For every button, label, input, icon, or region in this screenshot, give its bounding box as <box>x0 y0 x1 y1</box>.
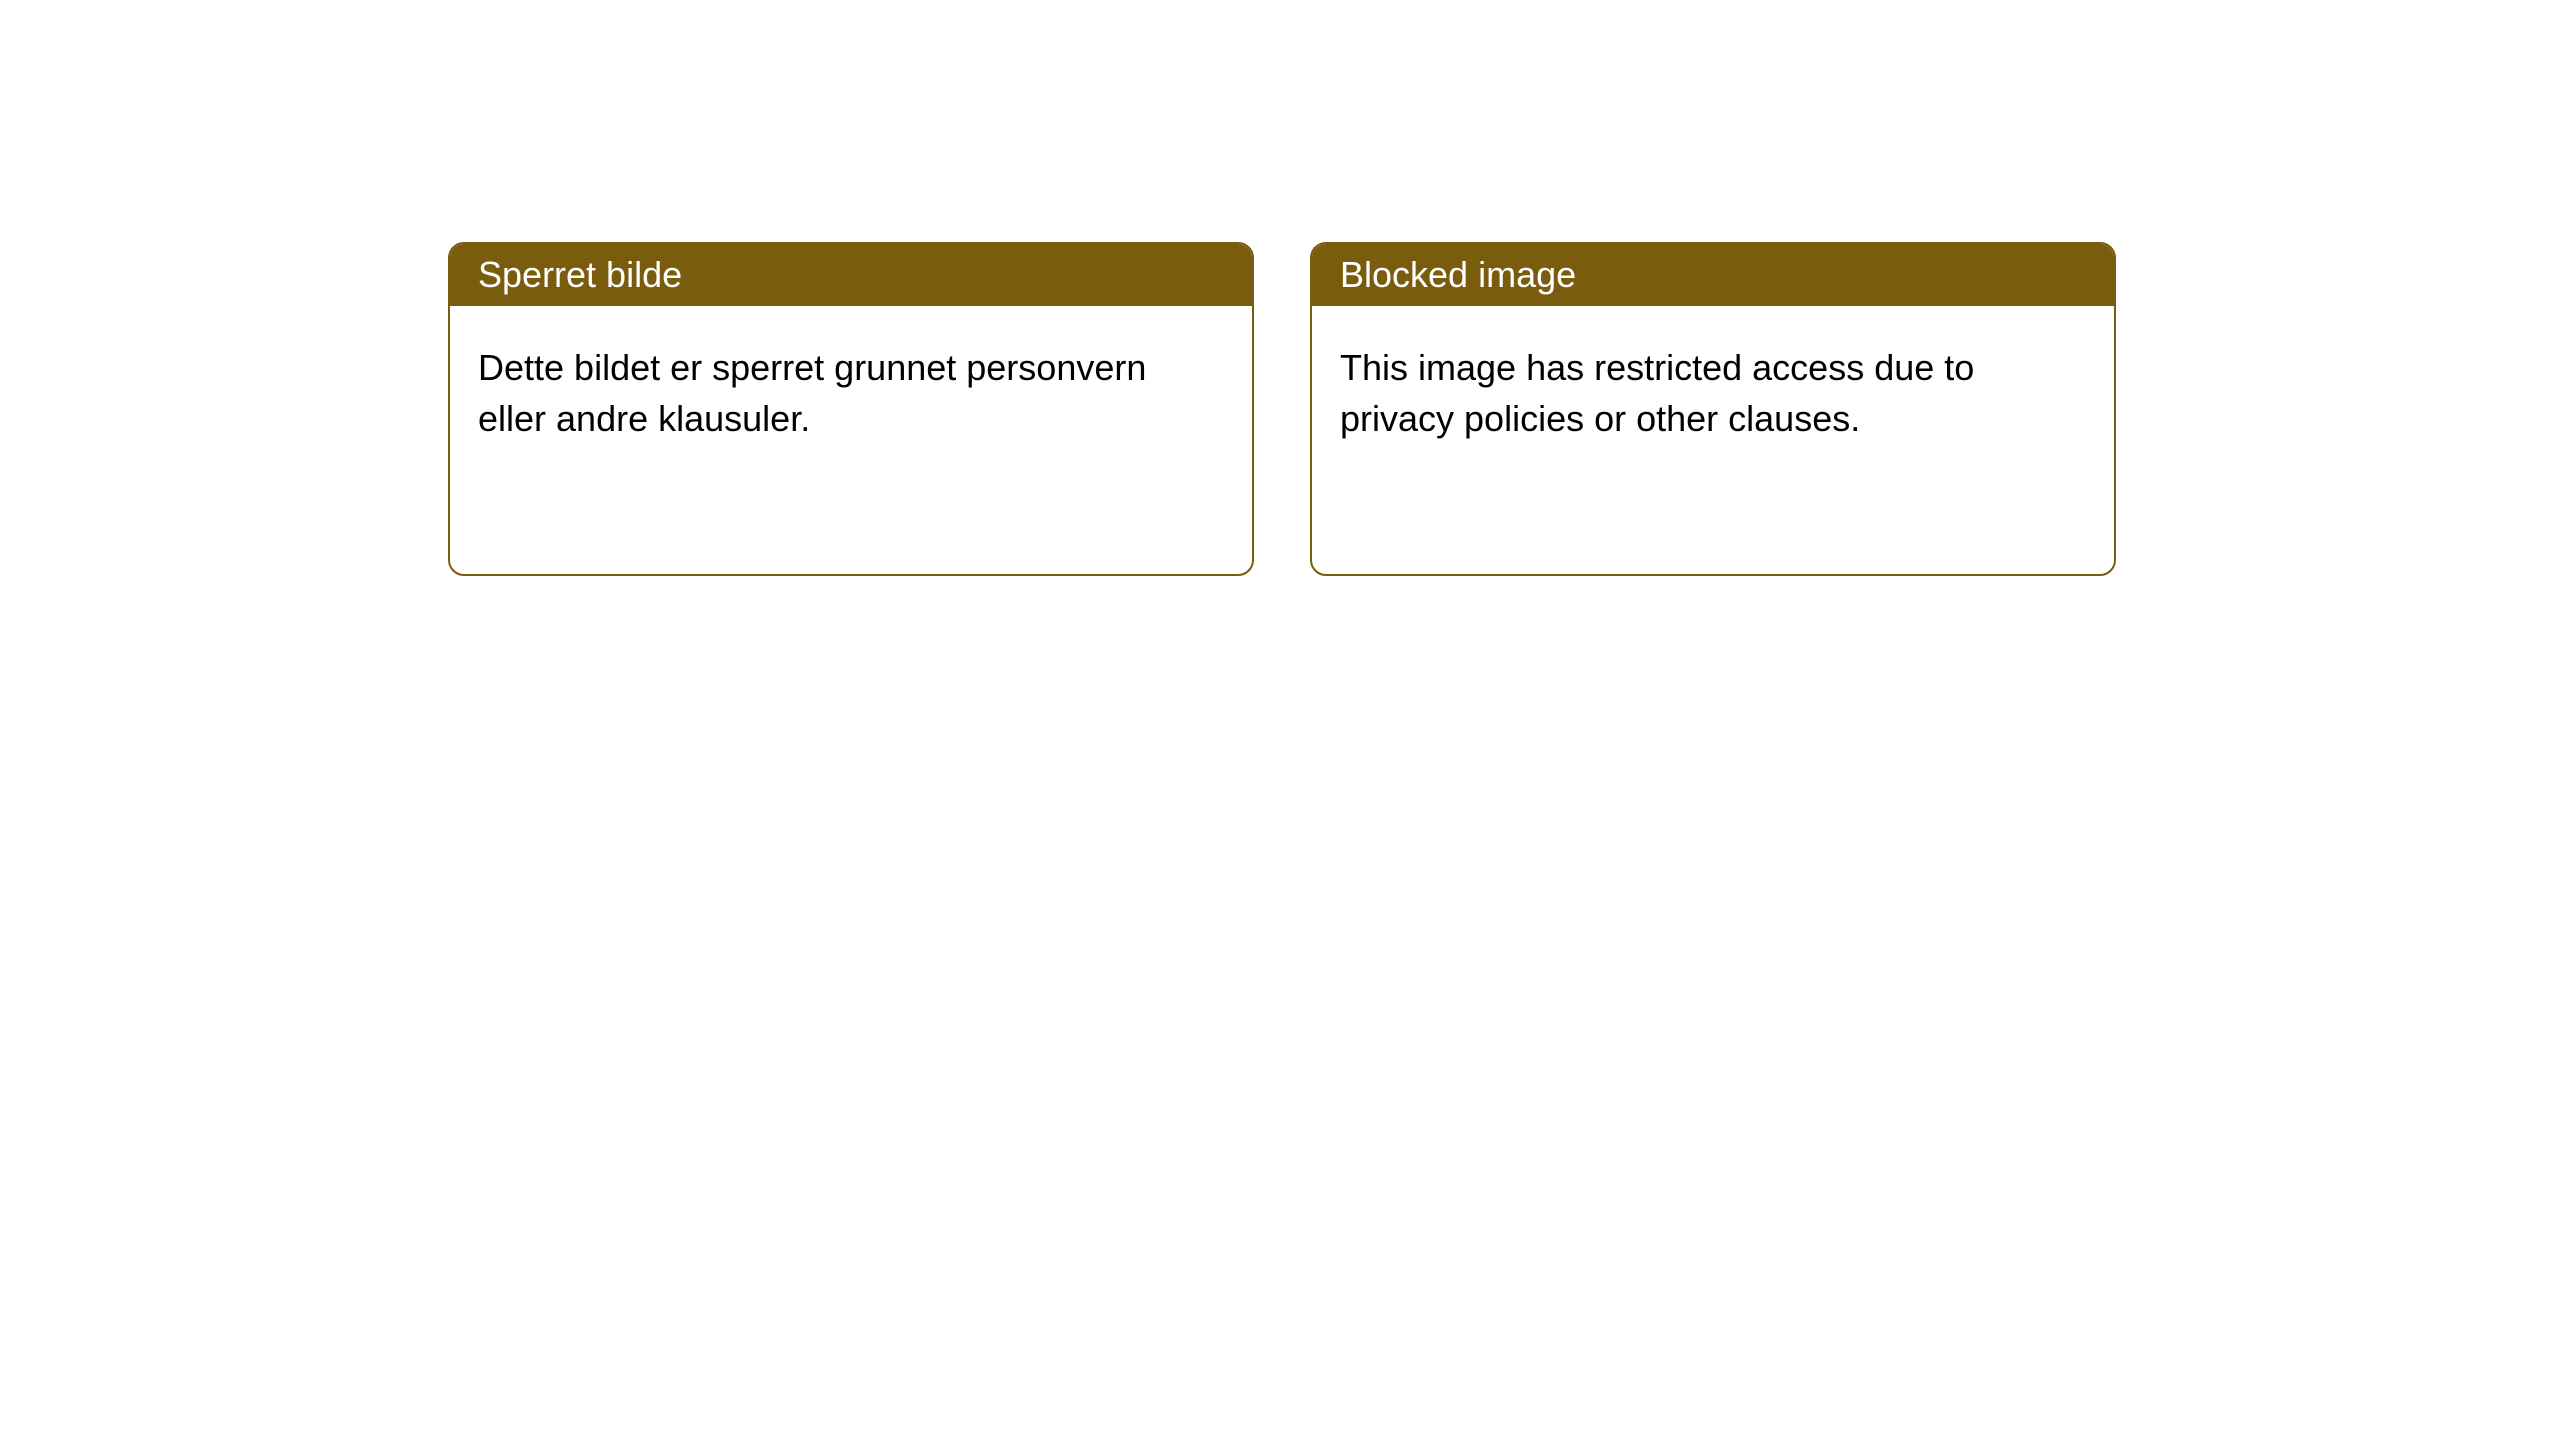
card-body: Dette bildet er sperret grunnet personve… <box>450 306 1252 480</box>
card-title: Blocked image <box>1340 254 1576 295</box>
card-body-text: Dette bildet er sperret grunnet personve… <box>478 347 1146 439</box>
card-header: Sperret bilde <box>450 244 1252 306</box>
blocked-image-card-en: Blocked image This image has restricted … <box>1310 242 2116 576</box>
cards-container: Sperret bilde Dette bildet er sperret gr… <box>0 0 2560 576</box>
card-body: This image has restricted access due to … <box>1312 306 2114 480</box>
card-header: Blocked image <box>1312 244 2114 306</box>
card-title: Sperret bilde <box>478 254 682 295</box>
blocked-image-card-no: Sperret bilde Dette bildet er sperret gr… <box>448 242 1254 576</box>
card-body-text: This image has restricted access due to … <box>1340 347 1974 439</box>
